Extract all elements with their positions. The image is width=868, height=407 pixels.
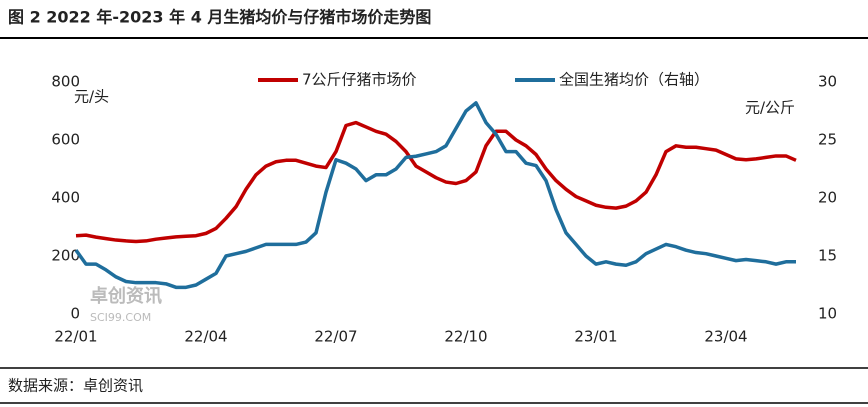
y2-tick-label: 15 [818, 247, 837, 265]
legend-label: 7公斤仔猪市场价 [302, 71, 417, 89]
series-line [74, 101, 796, 290]
chart-title: 图 2 2022 年-2023 年 4 月生猪均价与仔猪市场价走势图 [8, 8, 431, 27]
y-tick-label: 0 [70, 305, 80, 323]
x-tick-label: 22/10 [444, 328, 487, 346]
y2-tick-label: 30 [818, 73, 837, 91]
source: 数据来源：卓创资讯 [8, 377, 143, 395]
x-tick-label: 22/04 [184, 328, 227, 346]
y-axis-label: 元/头 [74, 88, 109, 106]
watermark: 卓创资讯 [90, 285, 162, 307]
watermark: SCI99.COM [90, 311, 151, 324]
legend-label: 全国生猪均价（右轴） [559, 71, 709, 89]
y2-tick-label: 25 [818, 131, 837, 149]
y-tick-label: 200 [51, 247, 80, 265]
y2-axis-label: 元/公斤 [745, 99, 795, 117]
x-tick-label: 22/01 [54, 328, 97, 346]
y2-tick-label: 20 [818, 189, 837, 207]
y-tick-label: 800 [51, 73, 80, 91]
x-tick-label: 23/04 [704, 328, 747, 346]
y-tick-label: 600 [51, 131, 80, 149]
series-line [75, 120, 797, 244]
x-tick-label: 23/01 [574, 328, 617, 346]
x-tick-label: 22/07 [314, 328, 357, 346]
y-tick-label: 400 [51, 189, 80, 207]
y2-tick-label: 10 [818, 305, 837, 323]
